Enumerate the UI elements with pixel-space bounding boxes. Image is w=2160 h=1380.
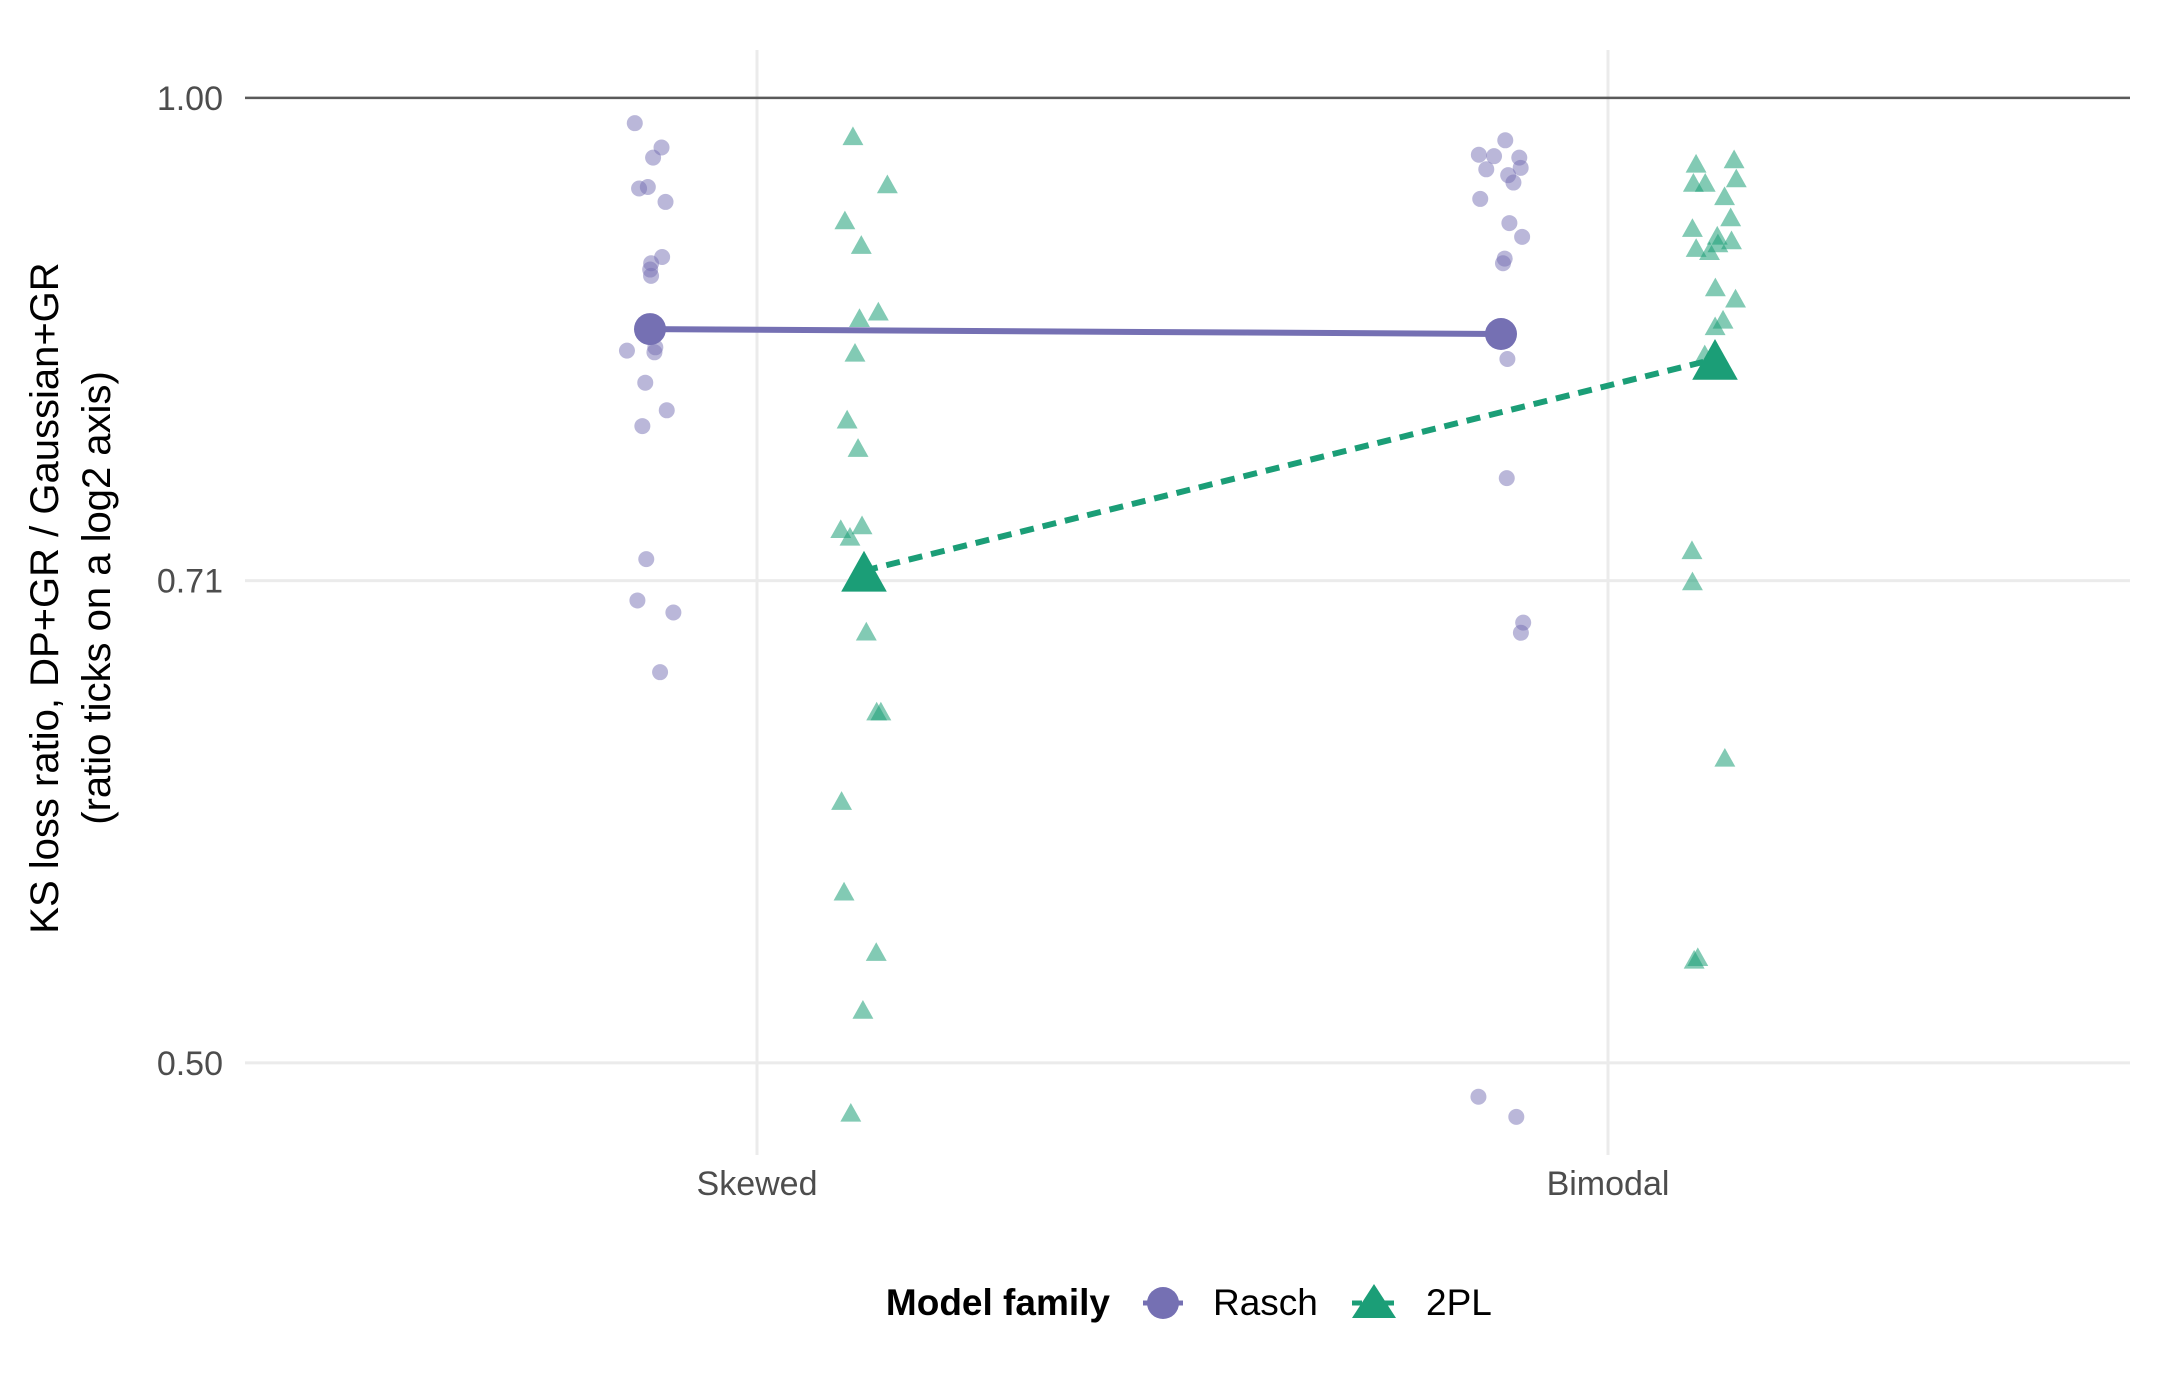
y-axis-subtitle: (ratio ticks on a log2 axis) <box>75 371 119 825</box>
legend: Model family Rasch 2PL <box>886 1282 1492 1323</box>
data-point-2pl <box>1704 316 1726 336</box>
legend-title: Model family <box>886 1282 1111 1323</box>
data-point-2pl <box>1723 149 1745 169</box>
mean-line-2pl <box>863 356 1716 574</box>
data-point-rasch <box>1499 350 1516 367</box>
data-point-rasch <box>643 267 660 284</box>
data-point-2pl <box>866 701 888 721</box>
data-point-rasch <box>658 402 675 419</box>
data-point-2pl <box>842 126 864 146</box>
data-point-2pl <box>833 881 855 901</box>
data-point-2pl <box>849 308 870 327</box>
data-point-rasch <box>1498 470 1515 487</box>
legend-label-2pl: 2PL <box>1426 1282 1492 1323</box>
legend-key-rasch-marker <box>1147 1287 1179 1319</box>
legend-label-rasch: Rasch <box>1213 1282 1318 1323</box>
data-point-2pl <box>1681 571 1703 591</box>
data-point-2pl <box>847 438 869 457</box>
data-point-rasch <box>618 342 635 359</box>
data-point-2pl <box>851 515 873 535</box>
data-point-2pl <box>1704 277 1726 297</box>
data-point-2pl <box>852 999 874 1019</box>
mean-layer <box>634 313 1738 592</box>
data-point-2pl <box>1683 949 1705 969</box>
data-point-2pl <box>1720 207 1742 227</box>
y-tick-label: 0.50 <box>157 1045 223 1083</box>
data-point-2pl <box>867 301 889 321</box>
grid-layer <box>245 50 2130 1155</box>
data-point-rasch <box>638 551 655 568</box>
y-axis-title: KS loss ratio, DP+GR / Gaussian+GR <box>23 262 67 933</box>
axis-layer: 1.00 0.71 0.50 Skewed Bimodal <box>157 80 2130 1203</box>
data-point-rasch <box>1470 146 1487 163</box>
data-point-rasch <box>1514 228 1531 245</box>
data-point-rasch <box>1512 159 1529 176</box>
data-point-2pl <box>1685 153 1707 173</box>
data-point-rasch <box>1470 1088 1487 1105</box>
data-point-rasch <box>1512 624 1529 641</box>
data-point-rasch <box>665 604 682 621</box>
data-point-rasch <box>652 664 669 681</box>
points-layer <box>618 115 1747 1125</box>
data-point-rasch <box>637 374 654 391</box>
data-point-rasch <box>1472 190 1489 207</box>
data-point-2pl <box>1725 168 1747 188</box>
data-point-2pl <box>1682 173 1704 192</box>
data-point-rasch <box>643 255 660 272</box>
data-point-2pl <box>844 342 866 362</box>
data-point-rasch <box>1478 161 1495 178</box>
y-tick-label: 0.71 <box>157 563 223 601</box>
data-point-2pl <box>850 235 872 254</box>
mean-line-rasch <box>649 326 1502 338</box>
data-point-2pl <box>1699 241 1720 261</box>
mean-point-rasch <box>1485 318 1517 351</box>
data-point-rasch <box>1508 1108 1525 1125</box>
y-tick-label: 1.00 <box>157 80 223 118</box>
data-point-rasch <box>626 115 643 132</box>
data-point-2pl <box>1714 186 1736 206</box>
data-point-2pl <box>855 621 877 641</box>
mean-point-rasch <box>634 313 666 346</box>
data-point-2pl <box>1685 238 1707 257</box>
data-point-rasch <box>657 193 674 210</box>
data-point-rasch <box>645 149 662 166</box>
data-point-rasch <box>634 418 651 435</box>
x-tick-label: Bimodal <box>1547 1165 1670 1203</box>
data-point-rasch <box>629 592 646 609</box>
mean-point-2pl <box>841 550 887 592</box>
data-point-rasch <box>1505 174 1522 191</box>
data-point-rasch <box>1486 148 1503 165</box>
data-point-rasch <box>1501 215 1518 232</box>
data-point-2pl <box>1714 747 1736 767</box>
data-point-2pl <box>1721 230 1742 250</box>
mean-point-2pl <box>1692 338 1738 380</box>
data-point-rasch <box>1494 255 1511 272</box>
data-point-2pl <box>831 791 853 810</box>
data-point-rasch <box>1497 132 1514 149</box>
x-tick-label: Skewed <box>697 1165 818 1203</box>
data-point-2pl <box>865 942 887 961</box>
data-point-2pl <box>840 1102 862 1122</box>
data-point-2pl <box>1681 540 1703 560</box>
data-point-2pl <box>830 519 852 539</box>
data-point-2pl <box>876 174 898 194</box>
data-point-2pl <box>1681 218 1703 237</box>
data-point-2pl <box>1725 288 1746 308</box>
legend-key-2pl-marker <box>1352 1284 1396 1318</box>
data-point-2pl <box>839 526 861 546</box>
data-point-2pl <box>836 409 858 429</box>
data-point-2pl <box>834 210 856 230</box>
data-point-rasch <box>631 180 648 197</box>
